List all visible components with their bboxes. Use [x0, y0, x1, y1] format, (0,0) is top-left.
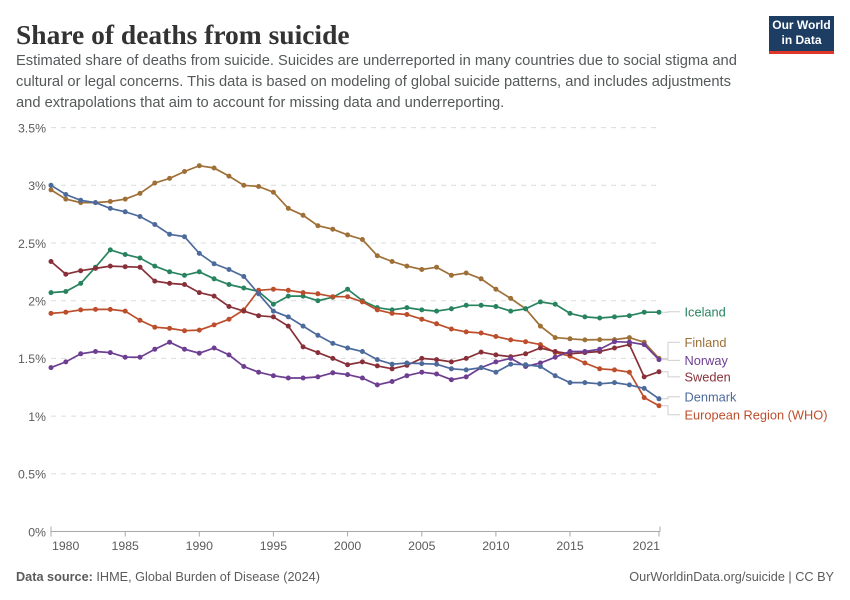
svg-text:2.5%: 2.5% — [18, 237, 46, 251]
svg-text:Denmark: Denmark — [685, 389, 738, 404]
svg-text:2010: 2010 — [482, 539, 510, 553]
svg-text:1.5%: 1.5% — [18, 352, 46, 366]
svg-text:1995: 1995 — [260, 539, 288, 553]
svg-text:2015: 2015 — [556, 539, 584, 553]
svg-text:2000: 2000 — [334, 539, 362, 553]
svg-text:3%: 3% — [28, 179, 46, 193]
svg-text:2005: 2005 — [408, 539, 436, 553]
svg-text:1985: 1985 — [112, 539, 140, 553]
svg-text:1980: 1980 — [52, 539, 80, 553]
svg-text:0.5%: 0.5% — [18, 468, 46, 482]
svg-text:1990: 1990 — [186, 539, 214, 553]
svg-text:Iceland: Iceland — [685, 304, 726, 319]
svg-text:3.5%: 3.5% — [18, 121, 46, 135]
svg-text:2021: 2021 — [633, 539, 661, 553]
svg-text:Sweden: Sweden — [685, 370, 731, 385]
svg-text:Finland: Finland — [685, 335, 727, 350]
svg-text:European Region (WHO): European Region (WHO) — [685, 407, 828, 422]
svg-text:2%: 2% — [28, 295, 46, 309]
svg-text:0%: 0% — [28, 525, 46, 539]
svg-text:1%: 1% — [28, 410, 46, 424]
svg-text:Norway: Norway — [685, 353, 729, 368]
